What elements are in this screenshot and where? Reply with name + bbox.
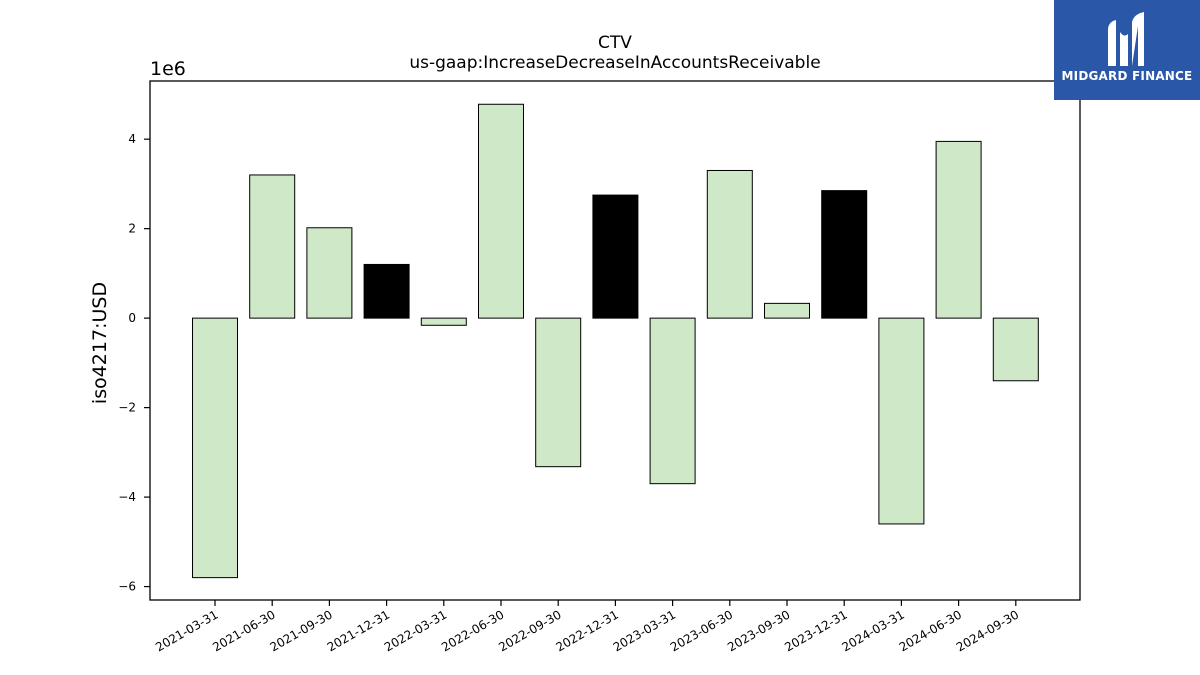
scale-label: 1e6	[150, 58, 186, 80]
y-tick-label: 0	[128, 311, 136, 325]
x-tick-label: 2022-06-30	[439, 607, 506, 654]
bar-2023-09-30	[764, 302, 810, 319]
bar-2023-12-31	[821, 190, 868, 319]
bars-group	[192, 103, 1039, 579]
bar-2024-03-31	[878, 317, 925, 525]
bar-2022-12-31	[592, 194, 639, 319]
bar-2023-06-30	[706, 169, 753, 319]
chart-title: CTV	[598, 33, 632, 53]
bar-2022-03-31	[420, 317, 467, 326]
y-tick-label: −6	[118, 580, 136, 594]
x-tick-label: 2024-03-31	[839, 607, 906, 654]
x-tick-label: 2021-12-31	[325, 607, 392, 654]
x-tick-label: 2024-09-30	[954, 607, 1021, 654]
y-tick-label: −2	[118, 401, 136, 415]
x-tick-label: 2022-03-31	[382, 607, 449, 654]
bar-2024-09-30	[992, 317, 1039, 382]
x-tick-label: 2023-12-31	[782, 607, 849, 654]
x-tick-label: 2024-06-30	[897, 607, 964, 654]
bar-2021-09-30	[306, 227, 353, 319]
midgard-finance-logo: MIDGARD FINANCE	[1054, 0, 1200, 100]
x-tick-label: 2021-06-30	[210, 607, 277, 654]
y-ticks-group: −6 −4 −2 0 2 4	[118, 132, 150, 594]
x-tick-label: 2023-03-31	[611, 607, 678, 654]
logo-text: MIDGARD FINANCE	[1061, 69, 1193, 83]
bar-2022-06-30	[478, 103, 524, 319]
bar-2022-09-30	[535, 317, 582, 468]
y-tick-label: 4	[128, 132, 136, 146]
x-ticks-group: 2021-03-312021-06-302021-09-302021-12-31…	[153, 600, 1021, 654]
y-axis-label: iso4217:USD	[89, 282, 111, 404]
x-tick-label: 2021-03-31	[153, 607, 220, 654]
bar-2021-06-30	[249, 174, 296, 319]
plot-frame	[149, 80, 1081, 601]
x-tick-label: 2023-06-30	[668, 607, 735, 654]
logo-mark-icon	[1108, 12, 1144, 66]
x-tick-label: 2022-09-30	[496, 607, 563, 654]
bar-2023-03-31	[649, 317, 696, 485]
x-tick-label: 2021-09-30	[267, 607, 334, 654]
bar-2021-03-31	[192, 317, 238, 579]
y-tick-label: −4	[118, 490, 136, 504]
x-tick-label: 2023-09-30	[725, 607, 792, 654]
chart-subtitle: us-gaap:IncreaseDecreaseInAccountsReceiv…	[409, 53, 820, 73]
y-tick-label: 2	[128, 222, 136, 236]
bar-2021-12-31	[363, 263, 410, 319]
x-tick-label: 2022-12-31	[553, 607, 620, 654]
bar-2024-06-30	[935, 140, 982, 319]
